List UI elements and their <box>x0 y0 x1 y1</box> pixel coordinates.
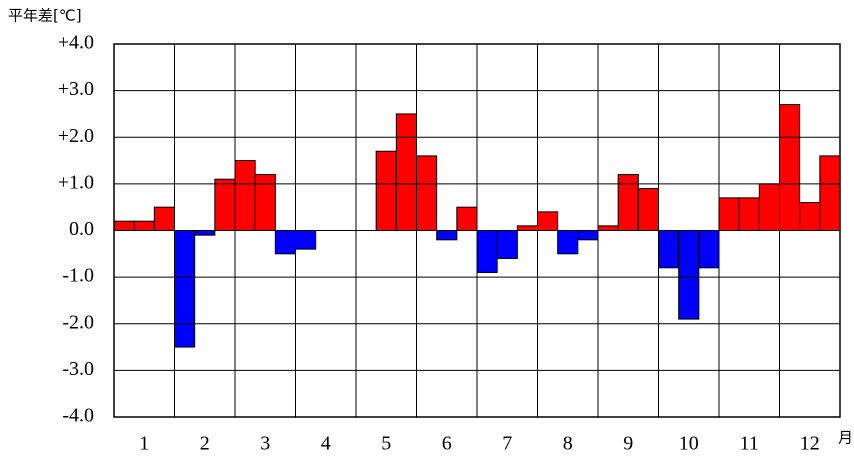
bar <box>577 230 599 241</box>
bar <box>456 206 478 231</box>
bar <box>637 188 659 232</box>
bar <box>537 211 559 232</box>
x-tick-label: 10 <box>679 433 699 455</box>
bar <box>698 230 720 269</box>
bar <box>738 197 760 232</box>
bar <box>658 230 680 269</box>
plot-frame <box>113 43 841 418</box>
bar <box>758 183 780 231</box>
y-tick-label: +1.0 <box>58 171 94 193</box>
bar <box>597 225 619 231</box>
bar <box>375 150 397 231</box>
x-tick-label: 11 <box>740 433 759 455</box>
y-tick-label: 0.0 <box>69 218 94 240</box>
bar <box>234 160 256 231</box>
bar <box>436 230 458 241</box>
x-tick-label: 8 <box>563 433 573 455</box>
bar <box>295 230 317 250</box>
y-tick-label: -4.0 <box>62 405 94 427</box>
x-tick-label: 3 <box>260 433 270 455</box>
bar <box>214 178 236 231</box>
y-tick-label: +2.0 <box>58 125 94 147</box>
bar <box>617 174 639 232</box>
bar <box>718 197 740 232</box>
y-tick-label: -2.0 <box>62 311 94 333</box>
x-axis-unit: 月 <box>838 429 853 447</box>
x-tick-label: 1 <box>139 433 149 455</box>
bar <box>254 174 276 232</box>
y-tick-label: +4.0 <box>58 32 94 54</box>
bar <box>174 230 196 348</box>
bar <box>395 113 418 231</box>
y-tick-label: -1.0 <box>62 265 94 287</box>
bar <box>516 225 538 231</box>
bar <box>153 206 175 231</box>
y-axis-label: 平年差[℃] <box>8 7 82 25</box>
bar <box>274 230 297 255</box>
bar <box>194 230 216 236</box>
y-tick-label: +3.0 <box>58 78 94 100</box>
x-tick-label: 5 <box>381 433 391 455</box>
x-tick-label: 6 <box>442 433 452 455</box>
y-tick-label: -3.0 <box>62 358 94 380</box>
bar <box>476 230 498 273</box>
bar <box>779 104 801 231</box>
bar <box>496 230 518 259</box>
x-tick-label: 4 <box>321 433 331 455</box>
bar <box>799 202 821 231</box>
x-tick-label: 2 <box>200 433 210 455</box>
bar <box>113 220 135 232</box>
x-tick-label: 12 <box>800 433 820 455</box>
bar <box>678 230 700 320</box>
bar <box>557 230 579 255</box>
bar <box>416 155 438 231</box>
x-tick-label: 9 <box>623 433 633 455</box>
bar <box>133 220 155 232</box>
x-tick-label: 7 <box>502 433 512 455</box>
bar <box>819 155 841 231</box>
